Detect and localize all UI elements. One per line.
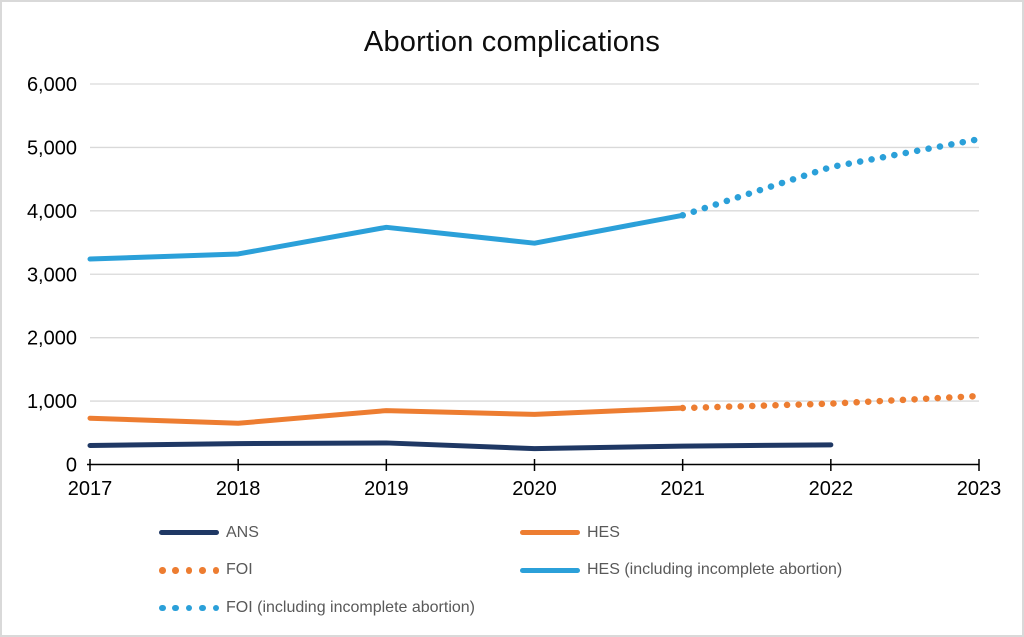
legend-item-foi: FOI	[159, 561, 520, 579]
x-axis-label: 2023	[957, 478, 1002, 500]
legend-item-foi-including-incomplete-abortion: FOI (including incomplete abortion)	[159, 599, 520, 617]
series-hes-including-incomplete-abortion	[87, 212, 686, 262]
x-axis-label: 2018	[216, 478, 261, 500]
chart-title: Abortion complications	[363, 26, 661, 58]
series-hes	[87, 405, 686, 426]
x-axis-label: 2019	[364, 478, 409, 500]
x-axis-label: 2020	[512, 478, 557, 500]
legend-solid-line-swatch	[159, 530, 219, 536]
legend-label: ANS	[226, 523, 259, 541]
x-axis-label: 2017	[68, 478, 113, 500]
legend-label: HES	[587, 523, 620, 541]
legend-solid-line-swatch	[520, 530, 580, 536]
y-axis-label: 5,000	[27, 137, 77, 159]
legend-solid-line-swatch	[520, 567, 580, 573]
legend-dotted-line-swatch	[159, 567, 219, 574]
y-axis-label: 3,000	[27, 264, 77, 286]
y-axis-label: 2,000	[27, 328, 77, 350]
y-axis-label: 4,000	[27, 201, 77, 223]
series-foi	[679, 392, 983, 412]
y-axis-label: 1,000	[27, 391, 77, 413]
x-axis-label: 2021	[660, 478, 705, 500]
legend-label: FOI	[226, 561, 253, 579]
legend-item-hes: HES	[520, 524, 842, 542]
legend-label: FOI (including incomplete abortion)	[226, 598, 476, 616]
legend: ANS HES FOI HES (including incomplete abort…	[159, 514, 842, 627]
series-ans	[87, 440, 834, 452]
y-axis-label: 6,000	[27, 74, 77, 96]
legend-item-hes-including-incomplete-abortion: HES (including incomplete abortion)	[520, 561, 842, 579]
series-foi-including-incomplete-abortion	[679, 135, 983, 219]
x-axis-label: 2022	[809, 478, 854, 500]
legend-dotted-line-swatch	[159, 604, 219, 611]
legend-item-ans: ANS	[159, 524, 520, 542]
y-axis-label: 0	[66, 455, 77, 477]
legend-label: HES (including incomplete abortion)	[587, 561, 843, 579]
